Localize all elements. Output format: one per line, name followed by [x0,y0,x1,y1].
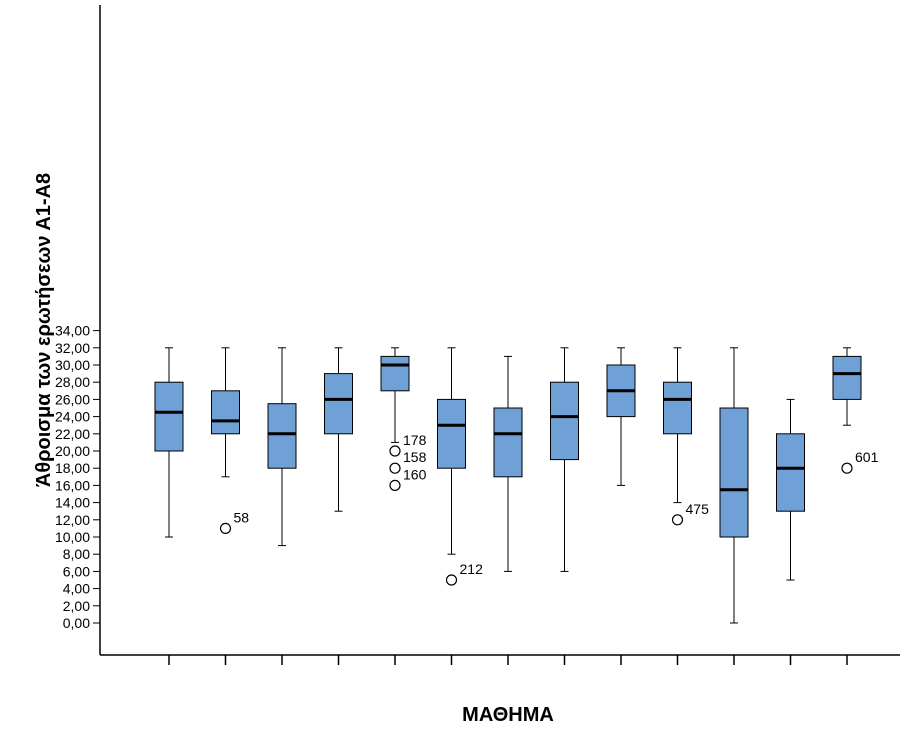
box-rect [437,398,466,469]
y-tick-label: 14,00 [55,495,90,511]
y-tick-label: 4,00 [63,581,90,597]
outlier-label: 212 [460,561,484,577]
outlier-marker [389,445,401,457]
y-tick-label: 8,00 [63,546,90,562]
outlier-label: 475 [686,501,710,517]
y-tick-label: 18,00 [55,460,90,476]
outlier-marker [841,462,853,474]
plot-area [99,5,900,656]
y-tick-label: 0,00 [63,615,90,631]
outlier-marker [389,462,401,474]
y-tick-label: 32,00 [55,340,90,356]
box-rect [211,390,240,435]
box-10: 475 [663,347,710,526]
outlier-label: 158 [403,449,427,465]
outlier-label: 160 [403,466,427,482]
box-rect [324,373,353,435]
box-8 [550,347,579,572]
outlier-marker [219,522,232,535]
box-4 [324,347,353,512]
y-tick-label: 12,00 [55,512,90,528]
box-13: 601 [832,347,879,474]
y-tick-label: 20,00 [55,443,90,459]
x-axis [168,655,848,665]
outlier-marker [445,574,458,586]
x-axis-title: ΜΑΘΗΜΑ [462,704,554,726]
outlier-marker [389,479,401,491]
y-tick-label: 22,00 [55,426,90,442]
outlier-label: 58 [234,509,250,525]
box-3 [267,347,297,547]
box-rect [550,381,579,461]
box-rect [154,381,184,452]
y-axis-title: Άθροισμα των ερωτήσεων Α1-Α8 [33,173,55,487]
y-tick-label: 16,00 [55,477,90,493]
y-tick-label: 24,00 [55,409,90,425]
y-tick-label: 30,00 [55,357,90,373]
box-9 [606,347,636,486]
outlier-label: 178 [403,432,427,448]
box-7 [493,355,523,572]
outlier-marker [671,514,684,526]
box-2: 58 [211,347,250,535]
y-tick-label: 26,00 [55,391,90,407]
box-rect [776,433,805,512]
y-tick-label: 28,00 [55,374,90,390]
box-rect [380,355,410,392]
y-tick-label: 6,00 [63,563,90,579]
box-rect [719,407,749,538]
box-11 [719,347,749,624]
box-1 [154,347,184,538]
y-tick-label: 34,00 [55,323,90,339]
y-tick-label: 2,00 [63,598,90,614]
outlier-label: 601 [855,449,879,465]
y-tick-label: 10,00 [55,529,90,545]
box-rect [663,381,692,435]
box-rect [493,407,523,478]
box-rect [832,355,862,400]
box-12 [776,398,805,581]
box-rect [267,403,297,469]
box-6: 212 [437,347,484,586]
